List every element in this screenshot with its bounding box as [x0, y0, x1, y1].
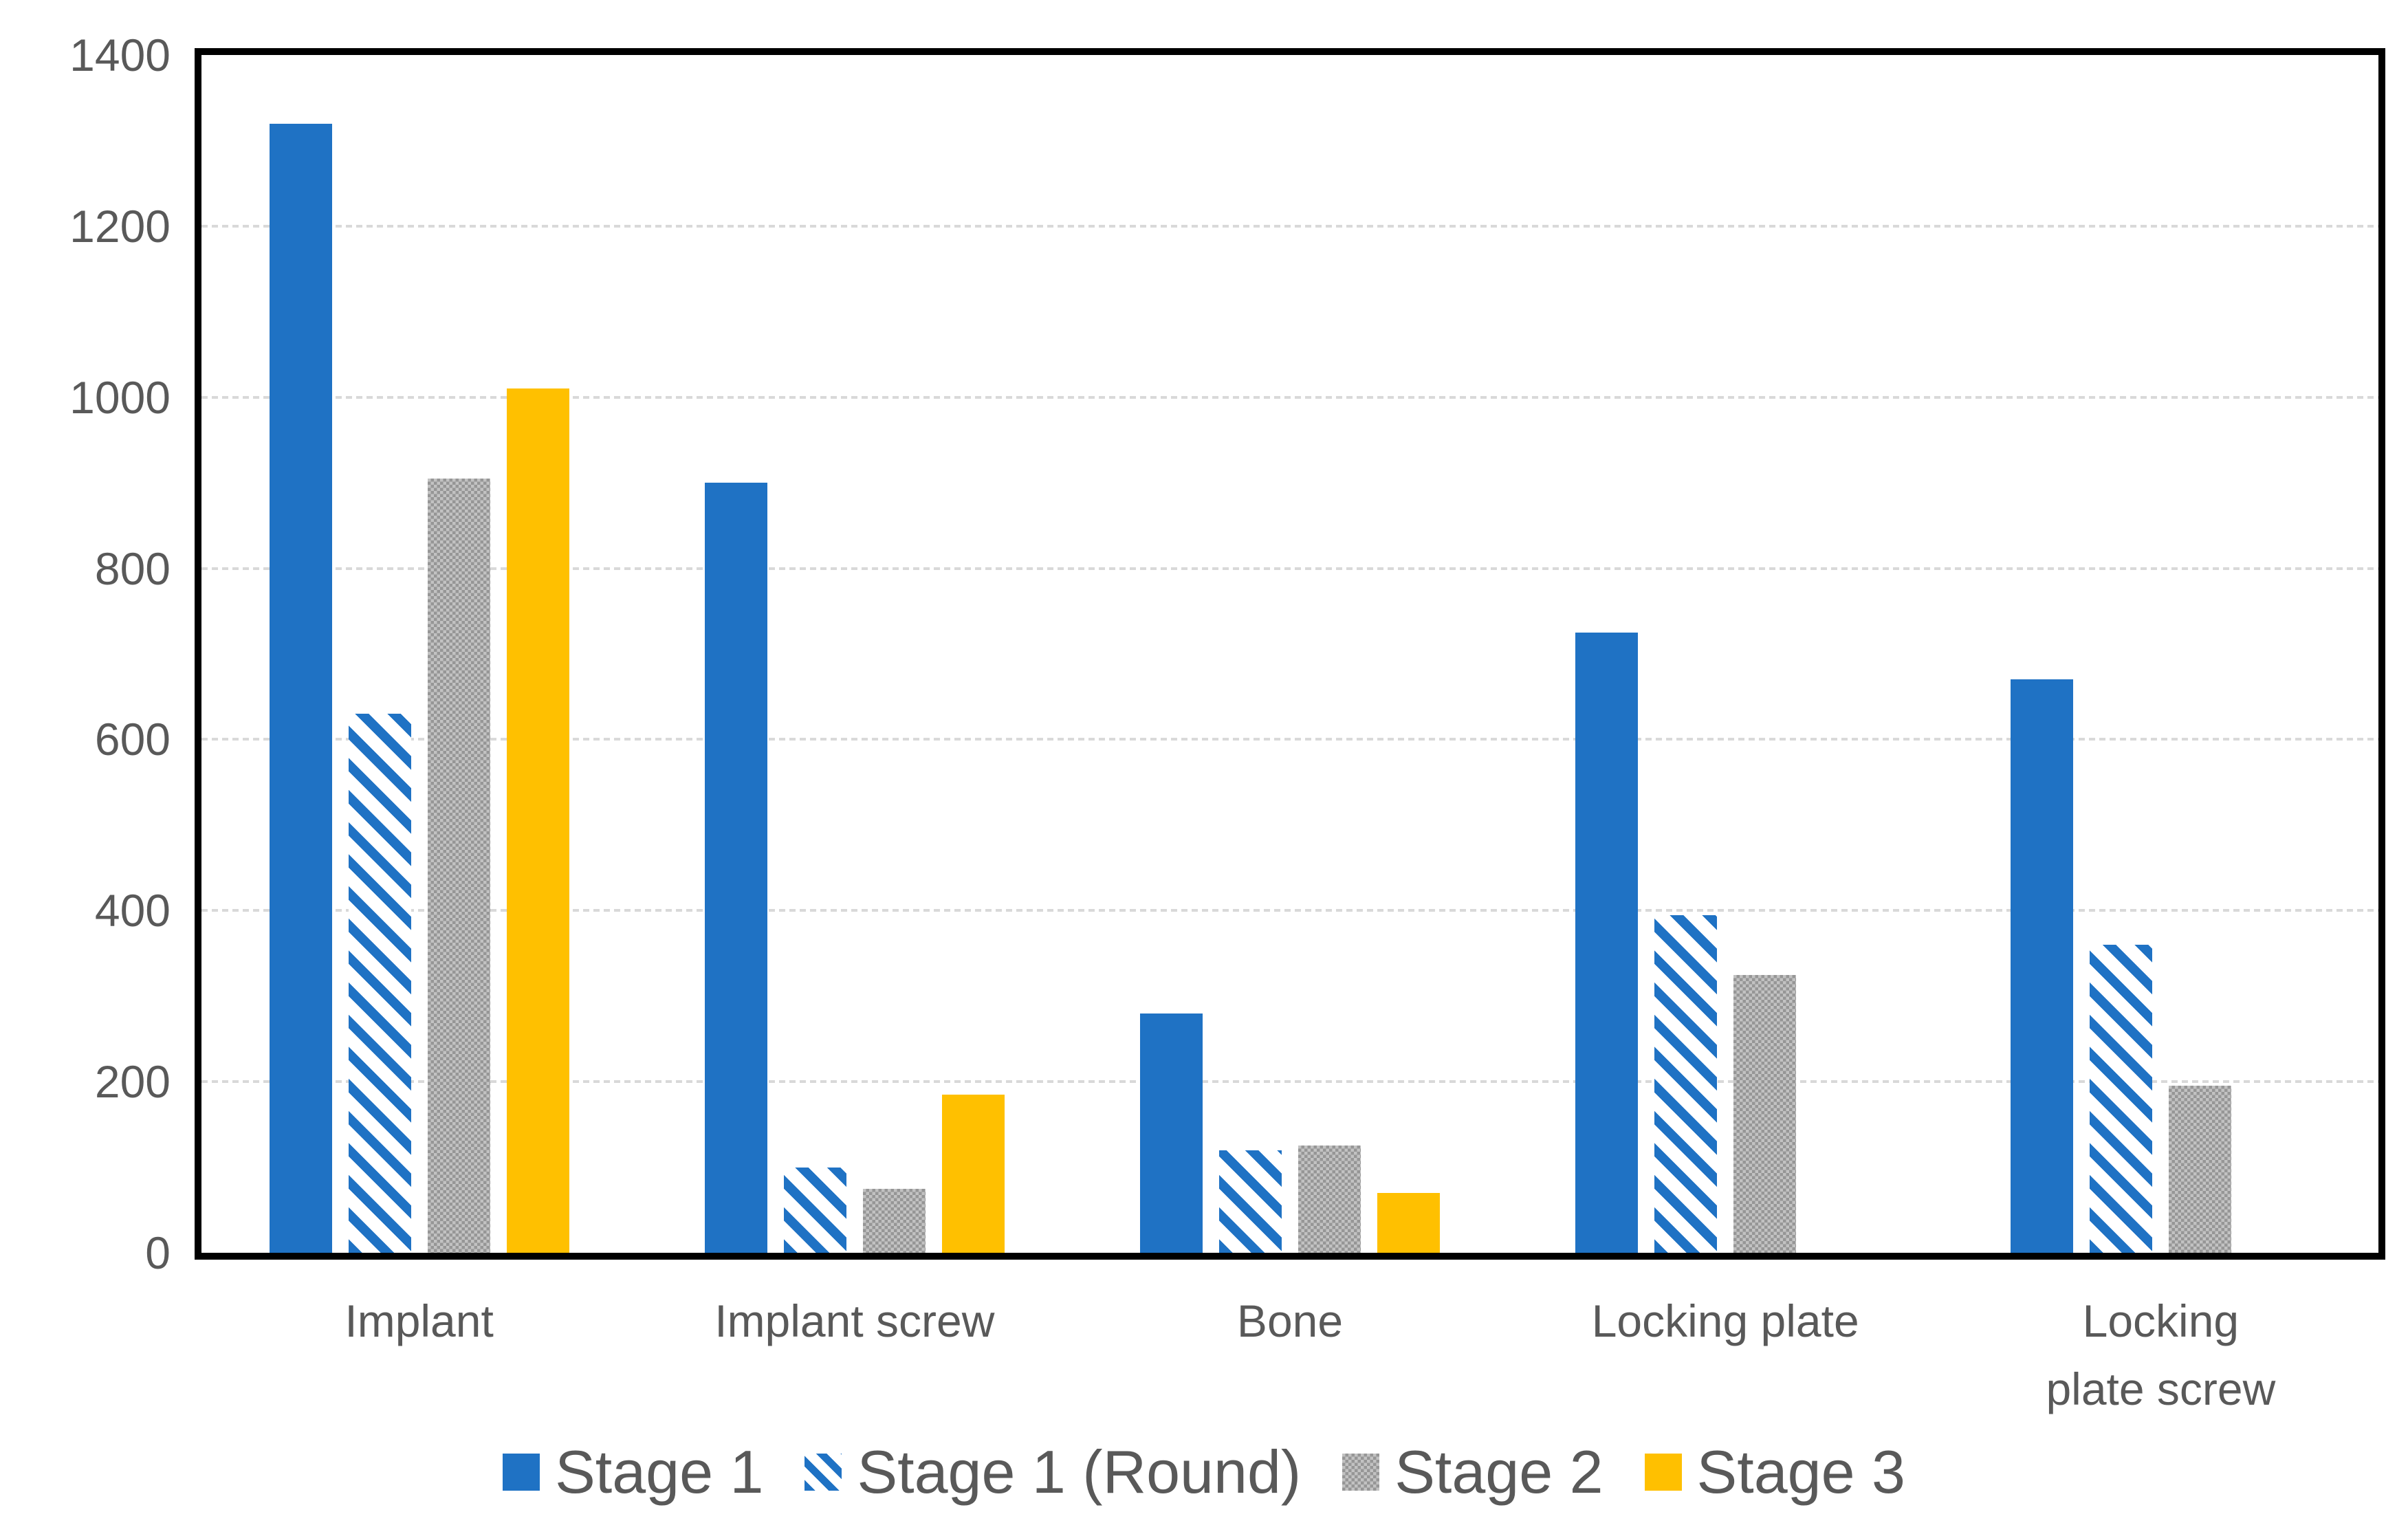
legend-marker-stage-2-icon — [1342, 1454, 1380, 1491]
legend-marker-stage-3-icon — [1644, 1454, 1682, 1491]
legend-item-stage-1-round-: Stage 1 (Round) — [805, 1437, 1301, 1507]
y-tick-label-400: 400 — [94, 885, 171, 936]
bar-stage-2-locking-plate — [1733, 974, 1797, 1253]
bar-stage-1-locking-plate-screw — [2011, 679, 2074, 1253]
bar-stage-2-implant-screw — [862, 1188, 926, 1253]
legend-marker-stage-1-round--icon — [805, 1454, 842, 1491]
gridline-800 — [201, 567, 2378, 570]
legend: Stage 1 Stage 1 (Round) Stage 2 Stage 3 — [0, 1437, 2408, 1507]
bar-stage-2-implant — [427, 478, 490, 1253]
legend-label-stage-3: Stage 3 — [1696, 1438, 1905, 1506]
gridline-1000 — [201, 395, 2378, 399]
y-tick-label-1000: 1000 — [69, 371, 171, 423]
legend-item-stage-2: Stage 2 — [1342, 1437, 1603, 1507]
bar-stage-3-bone — [1377, 1192, 1440, 1253]
plot-area — [195, 48, 2385, 1260]
bar-stage-1-round--locking-plate — [1654, 914, 1718, 1253]
plot-inner — [201, 55, 2378, 1253]
legend-item-stage-1: Stage 1 — [503, 1437, 763, 1507]
legend-label-stage-1: Stage 1 — [555, 1438, 764, 1506]
bar-stage-1-round--implant-screw — [783, 1167, 846, 1253]
y-tick-label-800: 800 — [94, 543, 171, 594]
bar-stage-2-locking-plate-screw — [2169, 1086, 2232, 1253]
bar-stage-1-bone — [1140, 1013, 1203, 1253]
bar-stage-1-round--bone — [1219, 1150, 1282, 1253]
y-tick-label-1200: 1200 — [69, 200, 171, 252]
y-tick-label-1400: 1400 — [69, 30, 171, 80]
x-category-label-locking-plate-screw: Locking plate screw — [2046, 1295, 2276, 1414]
y-tick-label-0: 0 — [145, 1227, 171, 1278]
bar-stage-3-implant-screw — [941, 1094, 1005, 1253]
bar-stage-1-implant-screw — [704, 483, 767, 1253]
bar-stage-1-round--locking-plate-screw — [2090, 945, 2153, 1253]
gridline-600 — [201, 738, 2378, 741]
bar-stage-3-implant — [506, 388, 569, 1253]
x-category-label-implant-screw: Implant screw — [714, 1295, 995, 1346]
bar-stage-1-round--implant — [348, 714, 411, 1253]
gridline-400 — [201, 909, 2378, 912]
legend-marker-stage-1-icon — [503, 1454, 540, 1491]
bar-stage-1-implant — [269, 123, 332, 1253]
gridline-1200 — [201, 224, 2378, 228]
bar-stage-1-locking-plate — [1575, 632, 1639, 1253]
y-tick-label-200: 200 — [94, 1056, 171, 1108]
x-category-label-implant: Implant — [344, 1295, 494, 1346]
legend-item-stage-3: Stage 3 — [1644, 1437, 1905, 1507]
x-category-label-locking-plate: Locking plate — [1591, 1295, 1859, 1346]
y-tick-label-600: 600 — [94, 714, 171, 765]
legend-label-stage-1-round-: Stage 1 (Round) — [857, 1438, 1302, 1506]
legend-label-stage-2: Stage 2 — [1394, 1438, 1603, 1506]
x-category-label-bone: Bone — [1236, 1295, 1344, 1346]
gridline-200 — [201, 1080, 2378, 1084]
bar-stage-2-bone — [1298, 1146, 1361, 1253]
